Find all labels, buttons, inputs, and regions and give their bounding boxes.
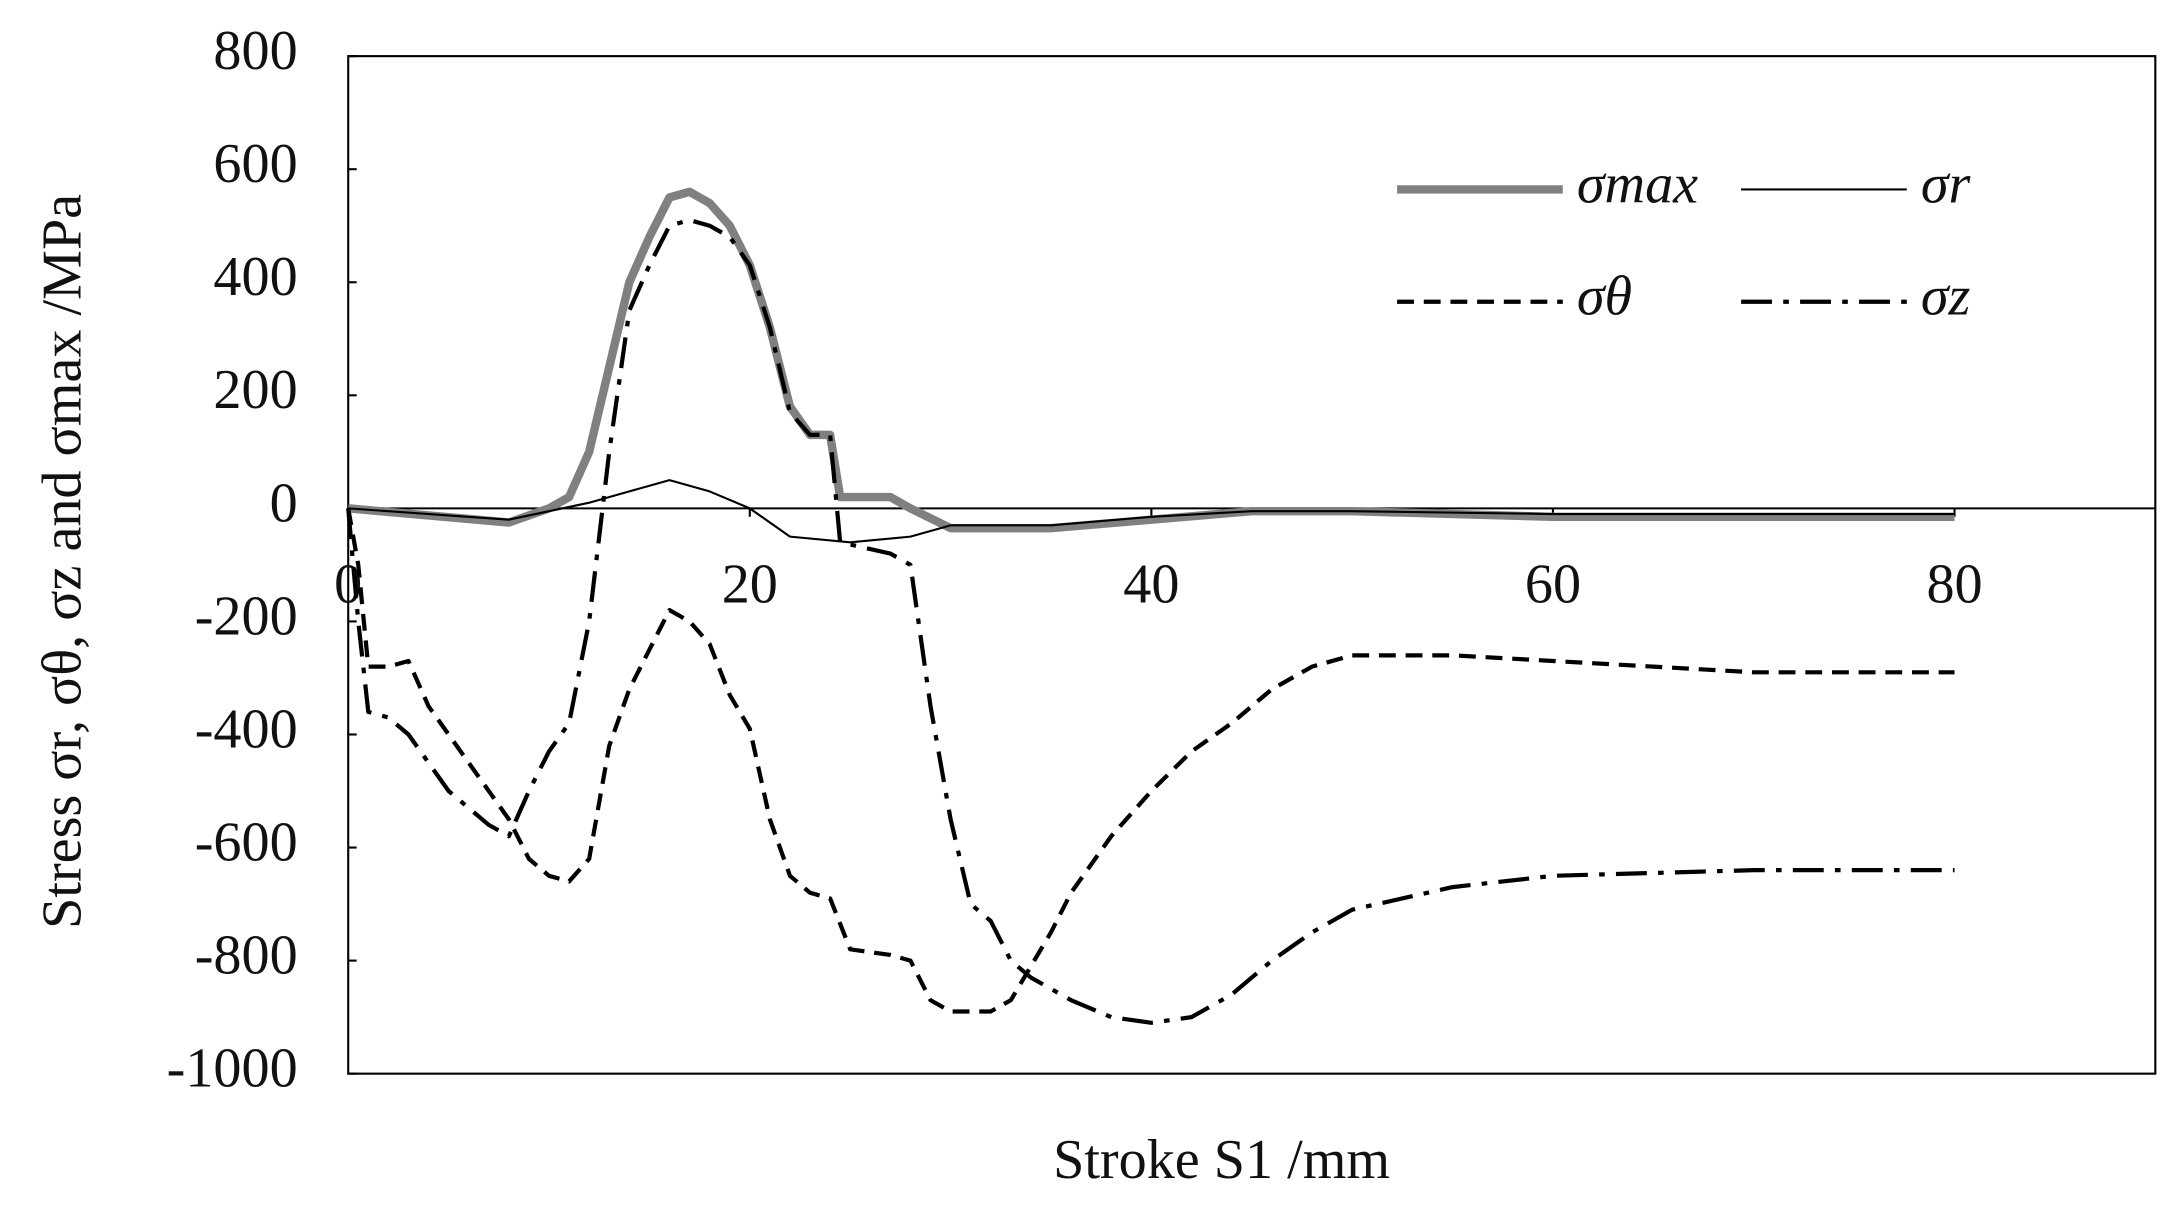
series-line: [346, 217, 1955, 1025]
x-tick-label: 20: [722, 554, 778, 616]
x-tick-label: 80: [1926, 554, 1982, 616]
series-line: [346, 507, 1955, 1014]
series-line: [347, 187, 1955, 533]
legend-label: σz: [1921, 266, 1971, 328]
y-tick-label: -400: [195, 698, 298, 760]
series-line: [348, 479, 1955, 544]
plot-frame: [347, 55, 2157, 1075]
x-tick-label: 60: [1525, 554, 1581, 616]
legend-label: σθ: [1577, 266, 1632, 328]
x-tick-label: 40: [1123, 554, 1179, 616]
y-tick-label: 0: [270, 472, 298, 534]
legend-label: σmax: [1577, 153, 1698, 215]
y-axis-label: Stress σr, σθ, σz and σmax /MPa: [31, 194, 93, 929]
x-axis-label: Stroke S1 /mm: [1053, 1129, 1390, 1191]
y-tick-label: 600: [213, 133, 297, 195]
y-tick-label: 400: [213, 246, 297, 308]
y-tick-label: -600: [195, 811, 298, 873]
y-tick-label: -1000: [167, 1038, 298, 1100]
y-tick-label: 200: [213, 359, 297, 421]
legend-label: σr: [1921, 153, 1972, 215]
y-tick-label: -200: [195, 585, 298, 647]
y-tick-label: -800: [195, 924, 298, 986]
y-tick-label: 800: [213, 20, 297, 82]
